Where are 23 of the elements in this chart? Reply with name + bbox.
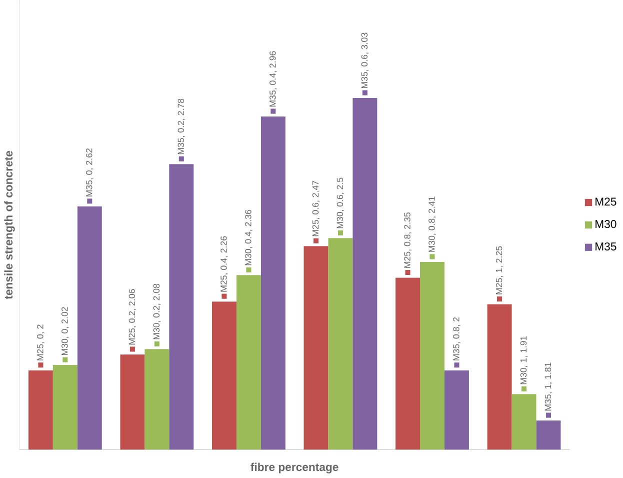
data-label: M30, 0.2, 2.08 [153, 284, 161, 340]
data-label: M35, 0, 2.62 [86, 148, 94, 197]
data-label: M35, 0.6, 3.03 [361, 32, 369, 88]
x-axis-title: fibre percentage [250, 462, 338, 474]
y-axis-title: tensile strength of concrete [4, 151, 15, 300]
data-label: M25, 0.4, 2.26 [220, 236, 228, 292]
data-label: M30, 0, 2.02 [62, 307, 69, 356]
data-label: M25, 0, 2 [37, 324, 44, 361]
data-label: M35, 0.4, 2.96 [270, 51, 277, 107]
legend-label: M30 [596, 220, 616, 228]
data-label: M30, 0.4, 2.36 [245, 210, 252, 266]
data-label: M25, 1, 2.25 [496, 246, 504, 294]
data-label: M30, 1, 1.91 [520, 336, 528, 384]
legend-label: M35 [596, 242, 616, 251]
data-label: M25, 0.2, 2.06 [128, 289, 136, 345]
data-label: M30, 0.8, 2.41 [428, 196, 436, 252]
data-label: M35, 0.2, 2.78 [178, 99, 186, 154]
data-label: M25, 0.8, 2.35 [404, 212, 412, 268]
data-label: M35, 1, 1.81 [544, 362, 552, 411]
legend-label: M25 [596, 198, 616, 206]
data-label: M25, 0.6, 2.47 [312, 181, 320, 236]
data-label: M30, 0.6, 2.5 [336, 178, 344, 228]
data-label: M35, 0.8, 2 [453, 318, 460, 361]
